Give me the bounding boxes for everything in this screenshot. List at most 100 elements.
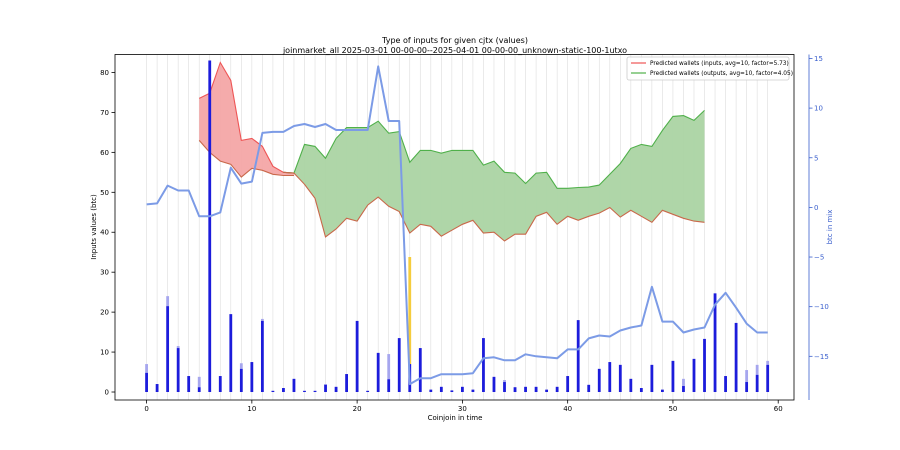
bar-48 xyxy=(650,364,654,393)
x-axis: 0 10 20 30 40 50 60 xyxy=(144,400,783,413)
bar-31 xyxy=(471,389,475,393)
y-tick-label-80: 80 xyxy=(100,69,109,77)
bar-43 xyxy=(597,368,601,393)
bar-45 xyxy=(618,364,622,393)
bar-17 xyxy=(324,384,327,393)
bar-21 xyxy=(366,390,370,393)
bar-44 xyxy=(608,362,612,393)
x-tick-label-30: 30 xyxy=(458,405,467,413)
bar-47 xyxy=(639,388,643,393)
bands xyxy=(198,61,705,242)
bar-stack-11 xyxy=(260,318,264,321)
bar-24 xyxy=(397,338,401,393)
bar-stack-2 xyxy=(166,296,170,307)
bar-stack-5 xyxy=(197,376,201,388)
legend: Predicted wallets (inputs, avg=10, facto… xyxy=(626,56,793,81)
bar-58 xyxy=(755,374,759,393)
x-axis-label: Coinjoin in time xyxy=(428,414,483,422)
bar-stack-0 xyxy=(145,364,148,373)
x-tick-label-40: 40 xyxy=(563,405,572,413)
bar-54 xyxy=(713,293,717,393)
x-tick-label-50: 50 xyxy=(668,405,677,413)
bar-stack-51 xyxy=(682,378,685,387)
bar-13 xyxy=(282,388,285,393)
plot-frame xyxy=(114,54,795,401)
bar-highlight-25 xyxy=(408,257,412,365)
bar-40 xyxy=(566,376,570,393)
bar-19 xyxy=(345,374,348,393)
legend-entry-outputs: Predicted wallets (outputs, avg=10, fact… xyxy=(650,71,793,77)
bar-1 xyxy=(155,384,159,393)
bar-15 xyxy=(303,390,306,393)
bar-6 xyxy=(208,60,212,393)
bar-49 xyxy=(661,389,664,393)
bar-stack-9 xyxy=(239,363,243,369)
y-tick-label-70: 70 xyxy=(100,109,109,117)
bar-53 xyxy=(703,338,706,393)
y-tick-label-60: 60 xyxy=(100,149,109,157)
bar-56 xyxy=(734,322,738,393)
bar-18 xyxy=(334,386,338,393)
x-tick-label-0: 0 xyxy=(144,405,148,413)
bar-stack-59 xyxy=(766,360,770,365)
bar-27 xyxy=(429,389,433,393)
y2-tick-label--5: −5 xyxy=(814,254,824,262)
bars xyxy=(145,60,770,393)
bar-10 xyxy=(250,362,254,393)
bar-36 xyxy=(524,386,527,393)
bar-stack-17 xyxy=(324,384,327,385)
outputs-band-lower xyxy=(283,171,705,242)
btc-in-mix-path xyxy=(146,65,768,386)
bar-12 xyxy=(271,390,275,393)
outputs-band-fill xyxy=(283,110,705,242)
y2-tick-label-0: 0 xyxy=(814,204,818,212)
bar-57 xyxy=(745,382,749,393)
y2-tick-label--15: −15 xyxy=(814,353,829,361)
y2-tick-label-15: 15 xyxy=(814,55,823,63)
bar-stack-34 xyxy=(503,380,506,383)
bar-stack-57 xyxy=(745,370,749,383)
bar-33 xyxy=(492,376,496,393)
bar-stack-23 xyxy=(387,354,391,380)
bar-22 xyxy=(376,352,380,393)
bar-32 xyxy=(482,338,485,393)
bar-46 xyxy=(629,378,633,393)
x-tick-label-60: 60 xyxy=(774,405,783,413)
bar-28 xyxy=(439,386,443,393)
bar-2 xyxy=(166,306,170,393)
bar-52 xyxy=(692,358,696,393)
y-tick-label-20: 20 xyxy=(100,309,109,317)
y2-tick-label--10: −10 xyxy=(814,303,829,311)
bar-39 xyxy=(555,386,559,393)
bar-4 xyxy=(187,376,191,393)
bar-5 xyxy=(197,387,201,393)
btc-in-mix-line xyxy=(146,65,768,386)
inputs-band-lower xyxy=(198,140,294,178)
inputs-band-upper xyxy=(198,61,295,174)
bar-59 xyxy=(766,364,770,393)
bar-0 xyxy=(145,372,148,393)
bar-7 xyxy=(218,376,222,393)
bar-3 xyxy=(176,348,180,393)
y-tick-label-50: 50 xyxy=(100,189,109,197)
y-axis: 0 10 20 30 40 50 60 70 80 xyxy=(100,69,115,397)
chart-title: Type of inputs for given cjtx (values) xyxy=(381,36,528,45)
bar-16 xyxy=(313,390,317,393)
bar-55 xyxy=(724,376,727,393)
bar-stack-58 xyxy=(755,364,759,375)
bar-11 xyxy=(260,320,264,393)
bar-35 xyxy=(513,387,517,393)
legend-entry-inputs: Predicted wallets (inputs, avg=10, facto… xyxy=(650,61,789,67)
bar-41 xyxy=(576,320,580,393)
bar-50 xyxy=(671,360,675,393)
bar-26 xyxy=(418,348,422,393)
bar-51 xyxy=(682,386,685,393)
bar-20 xyxy=(355,320,359,393)
bar-9 xyxy=(239,368,243,393)
bar-stack-3 xyxy=(176,346,180,349)
y2-tick-label-5: 5 xyxy=(814,154,818,162)
y2-tick-label-10: 10 xyxy=(814,105,823,113)
bar-14 xyxy=(292,378,296,393)
y-tick-label-40: 40 xyxy=(100,229,109,237)
x-tick-label-20: 20 xyxy=(353,405,362,413)
